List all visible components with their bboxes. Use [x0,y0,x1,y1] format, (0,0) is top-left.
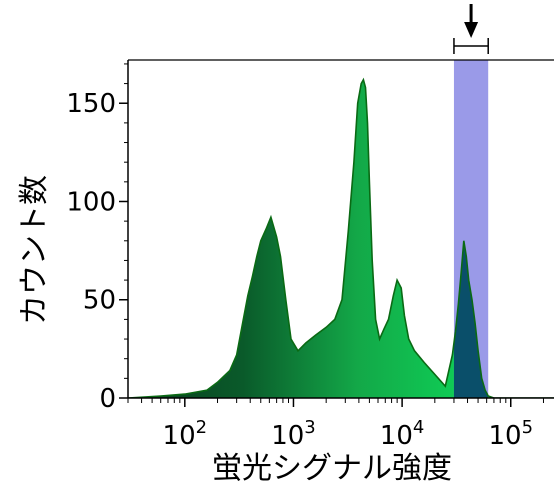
y-tick-label: 100 [66,187,116,217]
y-tick-label: 0 [99,384,116,414]
y-axis-label: カウント数 [17,175,52,325]
x-axis-label: 蛍光シグナル強度 [212,451,452,486]
x-tick-label: 103 [271,417,316,451]
histogram-area [128,79,554,398]
gate-arrow-head [464,22,479,38]
y-tick-label: 50 [83,286,116,316]
histogram-area-gated [453,240,489,398]
y-tick-label: 150 [66,89,116,119]
x-tick-label: 104 [380,417,425,451]
gate-marker [453,4,489,54]
histogram-outline [128,77,554,398]
x-tick-label: 105 [488,417,533,451]
x-tick-label: 102 [163,417,208,451]
